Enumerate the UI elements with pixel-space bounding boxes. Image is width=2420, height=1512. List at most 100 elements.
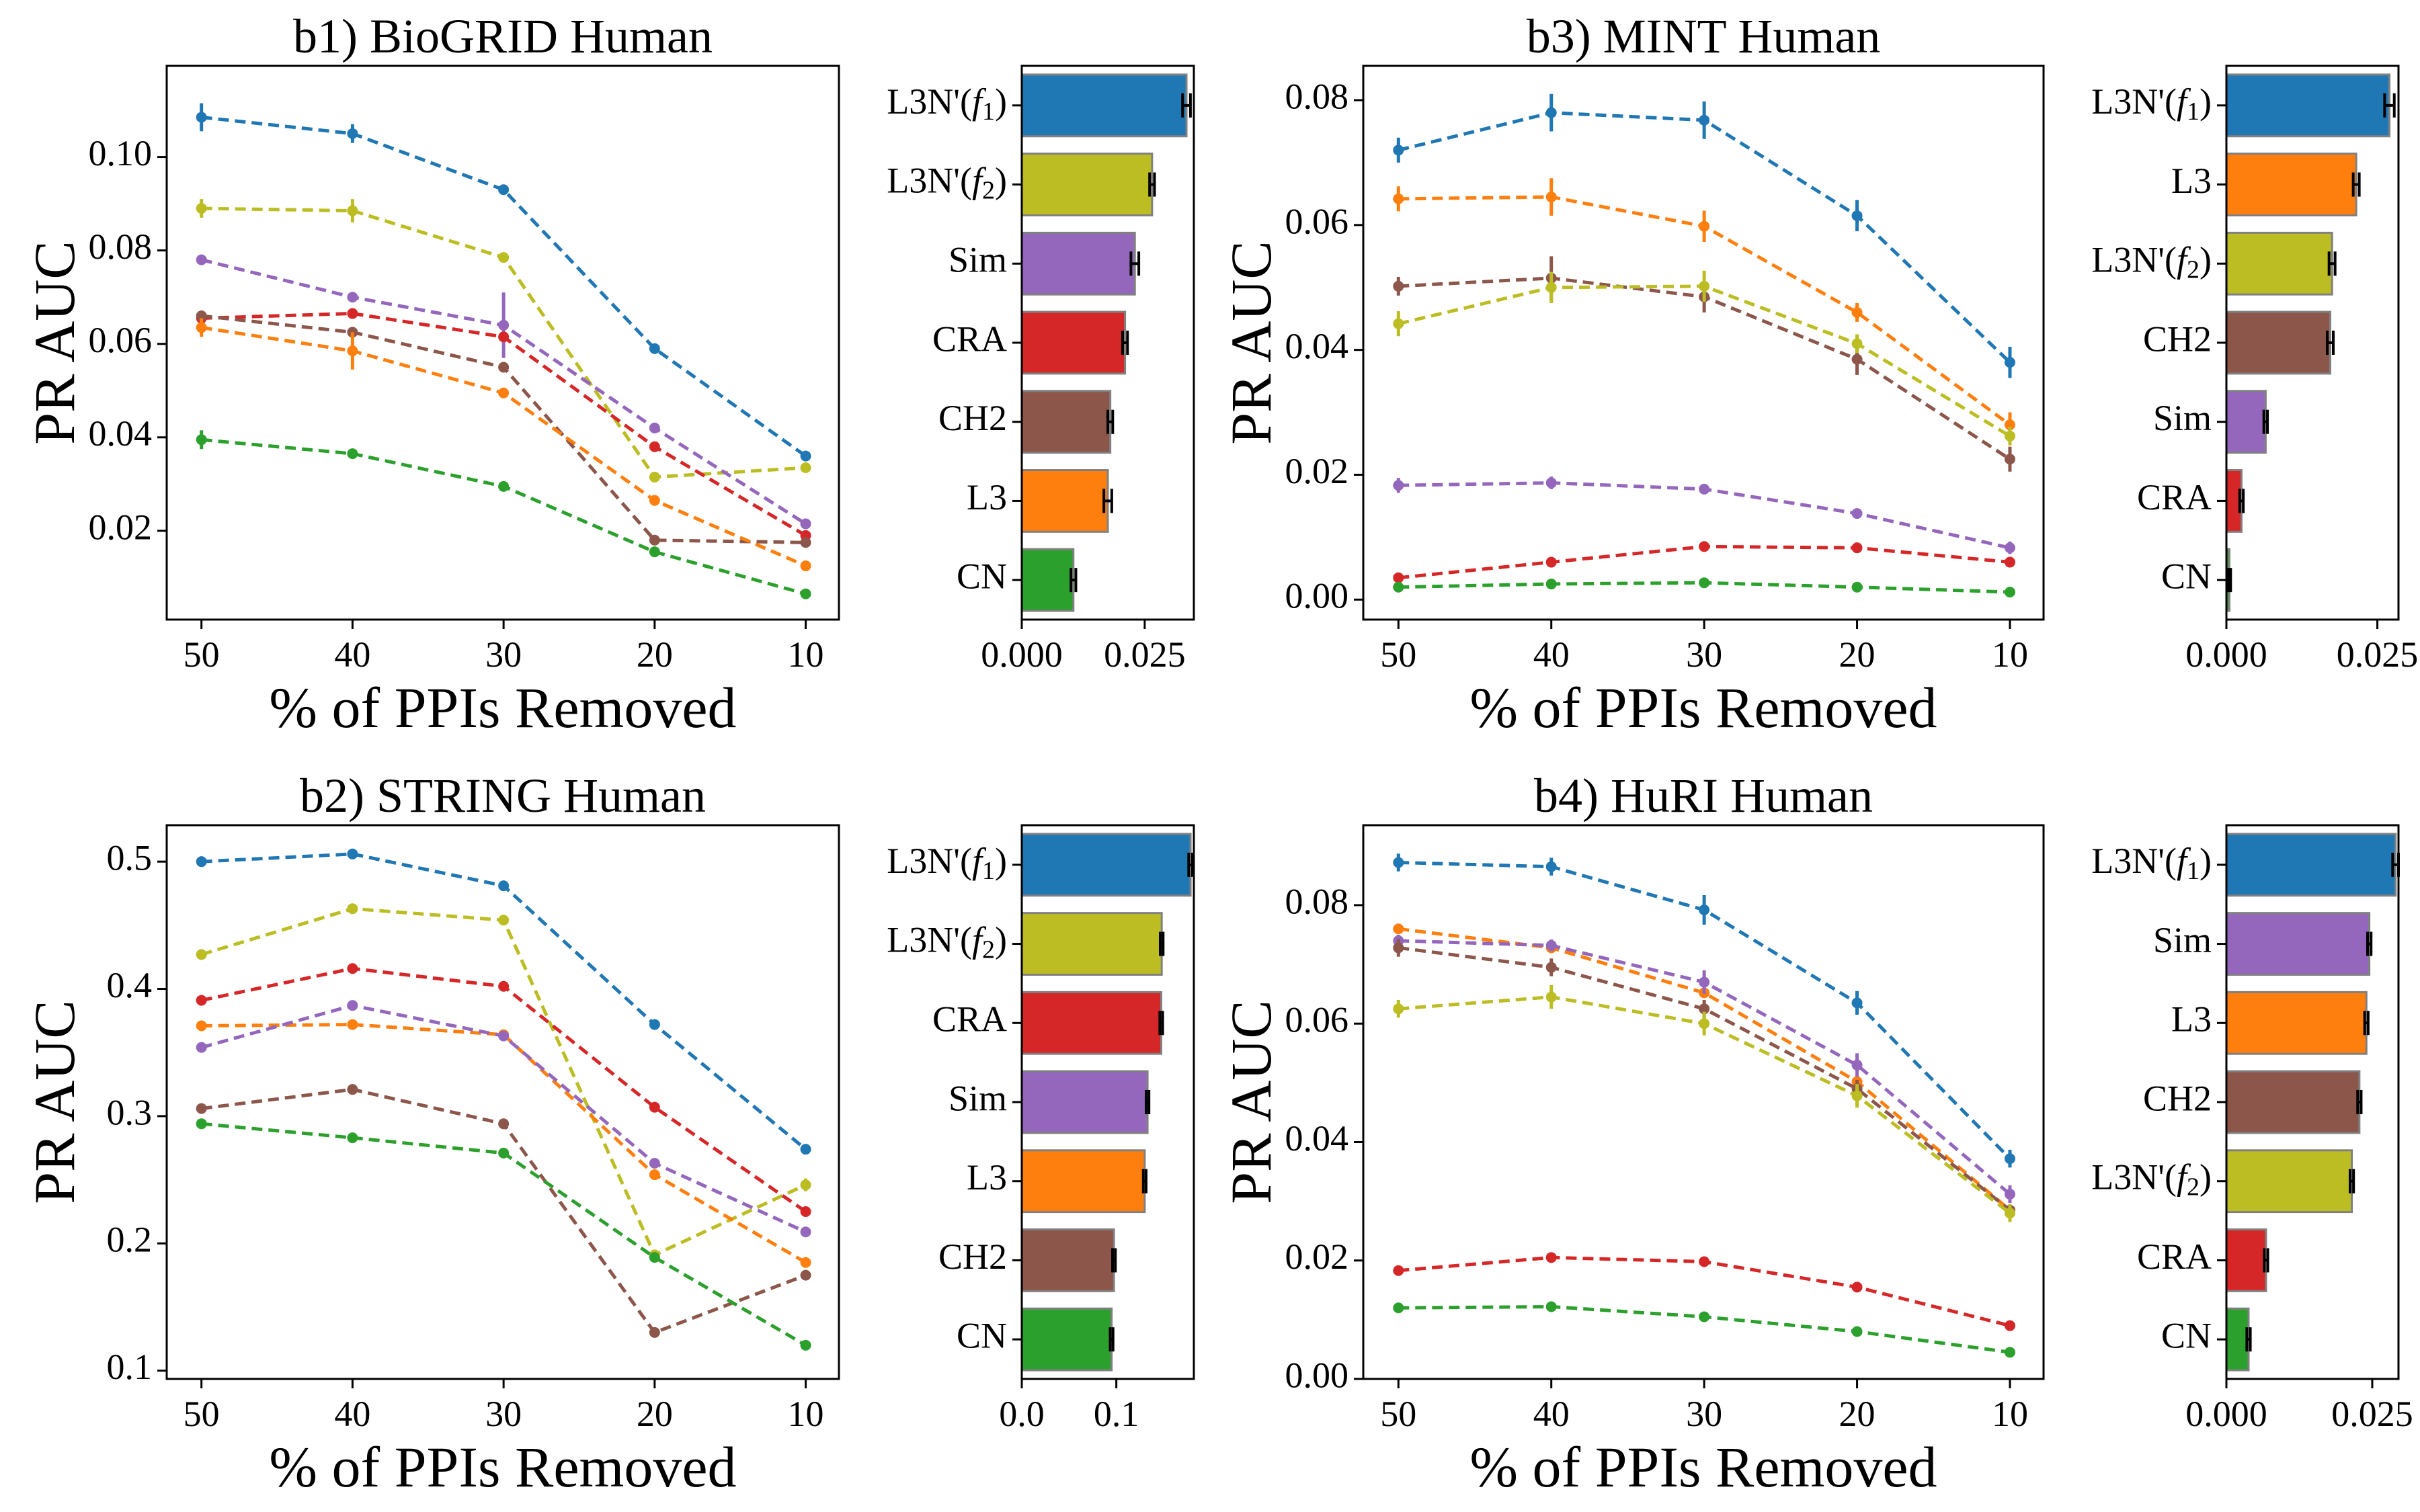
b3-data-point <box>2004 419 2015 431</box>
b2-series-line <box>200 907 807 1257</box>
b4-title: b4) HuRI Human <box>1534 769 1873 823</box>
b3-data-point <box>1851 306 1863 318</box>
b1-y-tick-label: 0.06 <box>89 320 153 360</box>
b3-data-point <box>2004 542 2015 554</box>
b1-data-point <box>800 518 811 530</box>
b2-bars-plot-frame <box>1020 824 1195 1380</box>
b1-bars-x-tick-label: 0.025 <box>1104 634 1186 675</box>
b2-data-point <box>498 880 510 892</box>
b3-data-point <box>1851 210 1863 221</box>
b2-bars-category-label: CN <box>957 1316 1007 1356</box>
b1-data-point <box>498 480 510 492</box>
b3-bars-bar <box>2225 231 2333 296</box>
b2-x-tick-label: 10 <box>788 1394 824 1434</box>
b1-data-point <box>800 537 811 548</box>
b3-bars-bar <box>2225 390 2267 454</box>
b3-data-point <box>2004 556 2015 568</box>
b1-bars-bar <box>1020 310 1127 375</box>
b4-data-point <box>2004 1347 2015 1358</box>
b1-bars-bar <box>1020 548 1075 612</box>
b4-data-point <box>1393 942 1404 954</box>
b3-x-tick-label: 40 <box>1533 634 1570 675</box>
b1-data-point <box>649 546 660 558</box>
b1-bars-category-label: L3 <box>967 477 1007 517</box>
b2-series-line <box>201 852 807 1151</box>
b1-data-point <box>800 450 811 462</box>
b3-data-point <box>1851 581 1863 593</box>
b3-data-point <box>1393 480 1404 491</box>
b3-bars-bar <box>2225 73 2391 138</box>
b4-data-point <box>1699 905 1710 916</box>
b1-y-tick-label: 0.04 <box>89 413 153 454</box>
b3-x-axis-label: % of PPIs Removed <box>1469 675 1937 740</box>
b3-bars-category-label: Sim <box>2153 398 2212 438</box>
b4-data-point <box>1699 1018 1710 1030</box>
b3-bars-category-label: L3N'(f1) <box>2091 81 2212 125</box>
b1-data-point <box>196 112 207 123</box>
b4-data-point <box>1545 1252 1557 1263</box>
b4-x-tick-label: 30 <box>1686 1394 1722 1434</box>
b4-data-point <box>2004 1208 2015 1219</box>
b1-bars-category-label: Sim <box>949 240 1007 280</box>
b1-x-axis-label: % of PPIs Removed <box>269 675 736 740</box>
b1-y-tick-label: 0.10 <box>89 133 153 173</box>
b4-data-point <box>2004 1153 2015 1165</box>
b4-bars-bar <box>2225 1070 2361 1134</box>
b1-bars-bar <box>1020 469 1109 533</box>
b3-data-point <box>2004 430 2015 442</box>
b2-data-point <box>800 1226 811 1238</box>
b1-y-tick-label: 0.08 <box>89 226 153 267</box>
b1-bars-plot-frame <box>1020 65 1195 621</box>
b2-data-point <box>800 1179 811 1191</box>
b1-data-point <box>800 588 811 599</box>
b2-data-point <box>649 1252 660 1263</box>
b2-series-line <box>201 966 807 1214</box>
b2-data-point <box>800 1206 811 1217</box>
b3-data-point <box>1545 556 1557 568</box>
b1-series-line <box>201 116 807 458</box>
b1-bars-category-label: L3N'(f1) <box>887 81 1007 125</box>
b3-data-point <box>1699 280 1710 292</box>
b3-bars-category-label: CN <box>2161 556 2212 597</box>
b3-data-point <box>1699 220 1710 232</box>
b3-data-point <box>1851 508 1863 519</box>
b2-data-point <box>196 1103 207 1114</box>
b1-data-point <box>498 362 510 373</box>
b2-data-point <box>196 1118 207 1130</box>
b4-y-tick-label: 0.00 <box>1285 1355 1349 1395</box>
b1-data-point <box>498 184 510 196</box>
b2-data-point <box>800 1144 811 1155</box>
b1-data-point <box>498 252 510 263</box>
b2-x-tick-label: 40 <box>334 1394 370 1434</box>
b2-data-point <box>498 1147 510 1159</box>
b2-data-point <box>649 1157 660 1169</box>
b1-data-point <box>649 471 660 482</box>
b4-bars-bar <box>2225 1228 2267 1292</box>
b3-y-tick-label: 0.06 <box>1285 201 1349 241</box>
b3-data-point <box>1699 541 1710 552</box>
b3-bars-category-label: CRA <box>2137 477 2212 517</box>
b1-bars-category-label: CN <box>957 556 1007 597</box>
b2-data-point <box>649 1101 660 1113</box>
b4-x-tick-label: 50 <box>1380 1394 1416 1434</box>
b3-data-point <box>1393 280 1404 292</box>
b3-data-point <box>1393 144 1404 156</box>
b3-x-tick-label: 20 <box>1839 634 1876 675</box>
b3-x-tick-label: 30 <box>1686 634 1722 675</box>
b1-x-tick-label: 30 <box>485 634 522 675</box>
b2-data-point <box>800 1257 811 1268</box>
b4-bars-category-label: L3N'(f1) <box>2091 841 2212 884</box>
b4-data-point <box>1393 1302 1404 1314</box>
b3-data-point <box>2004 587 2015 598</box>
b2-data-point <box>196 1020 207 1032</box>
b4-data-point <box>1851 1282 1863 1293</box>
b2-data-point <box>196 856 207 868</box>
b2-data-point <box>800 1269 811 1281</box>
b4-x-tick-label: 10 <box>1992 1394 2028 1434</box>
b3-plot-frame <box>1362 65 2045 621</box>
b4-data-point <box>1851 997 1863 1009</box>
b4-data-point <box>1393 923 1404 935</box>
b3-y-tick-label: 0.00 <box>1285 576 1349 616</box>
b2-plot-frame <box>165 824 840 1380</box>
